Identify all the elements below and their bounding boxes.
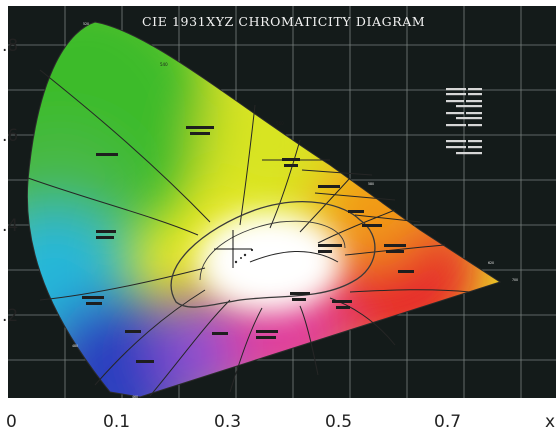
svg-text:560: 560 — [276, 121, 284, 126]
crosshair-marker — [214, 230, 252, 268]
y-axis-ticks: .8 .6 .4 .2 — [2, 36, 18, 326]
svg-text:600: 600 — [428, 230, 436, 235]
x-tick-label: 0.3 — [214, 412, 241, 432]
svg-text:520: 520 — [83, 22, 89, 26]
x-tick-label: 0.7 — [434, 412, 461, 432]
x-axis-label: x — [545, 412, 555, 432]
svg-text:540: 540 — [160, 62, 168, 67]
svg-text:580: 580 — [368, 182, 374, 186]
x-axis-ticks: 0 0.1 0.3 0.5 0.7 x — [6, 412, 555, 432]
x-tick-label: 0 — [6, 412, 17, 432]
x-tick-label: 0.1 — [103, 412, 130, 432]
x-tick-label: 0.5 — [325, 412, 352, 432]
y-tick-label: .8 — [2, 36, 18, 56]
spectral-locus-outline — [26, 21, 502, 398]
svg-text:700: 700 — [512, 278, 518, 282]
y-tick-label: .2 — [2, 306, 18, 326]
diagram-title: CIE 1931XYZ CHROMATICITY DIAGRAM — [142, 14, 425, 29]
y-tick-label: .6 — [2, 126, 18, 146]
y-tick-label: .4 — [2, 216, 18, 236]
illuminant-legend — [446, 88, 482, 155]
svg-text:480: 480 — [72, 344, 78, 348]
wavelength-markers: 520 540 560 580 600 620 700 480 460 — [72, 22, 518, 399]
svg-text:620: 620 — [488, 261, 494, 265]
svg-text:460: 460 — [132, 395, 138, 399]
region-boundaries — [27, 69, 471, 397]
region-labels — [82, 126, 414, 363]
tolerance-ellipse — [170, 201, 376, 308]
